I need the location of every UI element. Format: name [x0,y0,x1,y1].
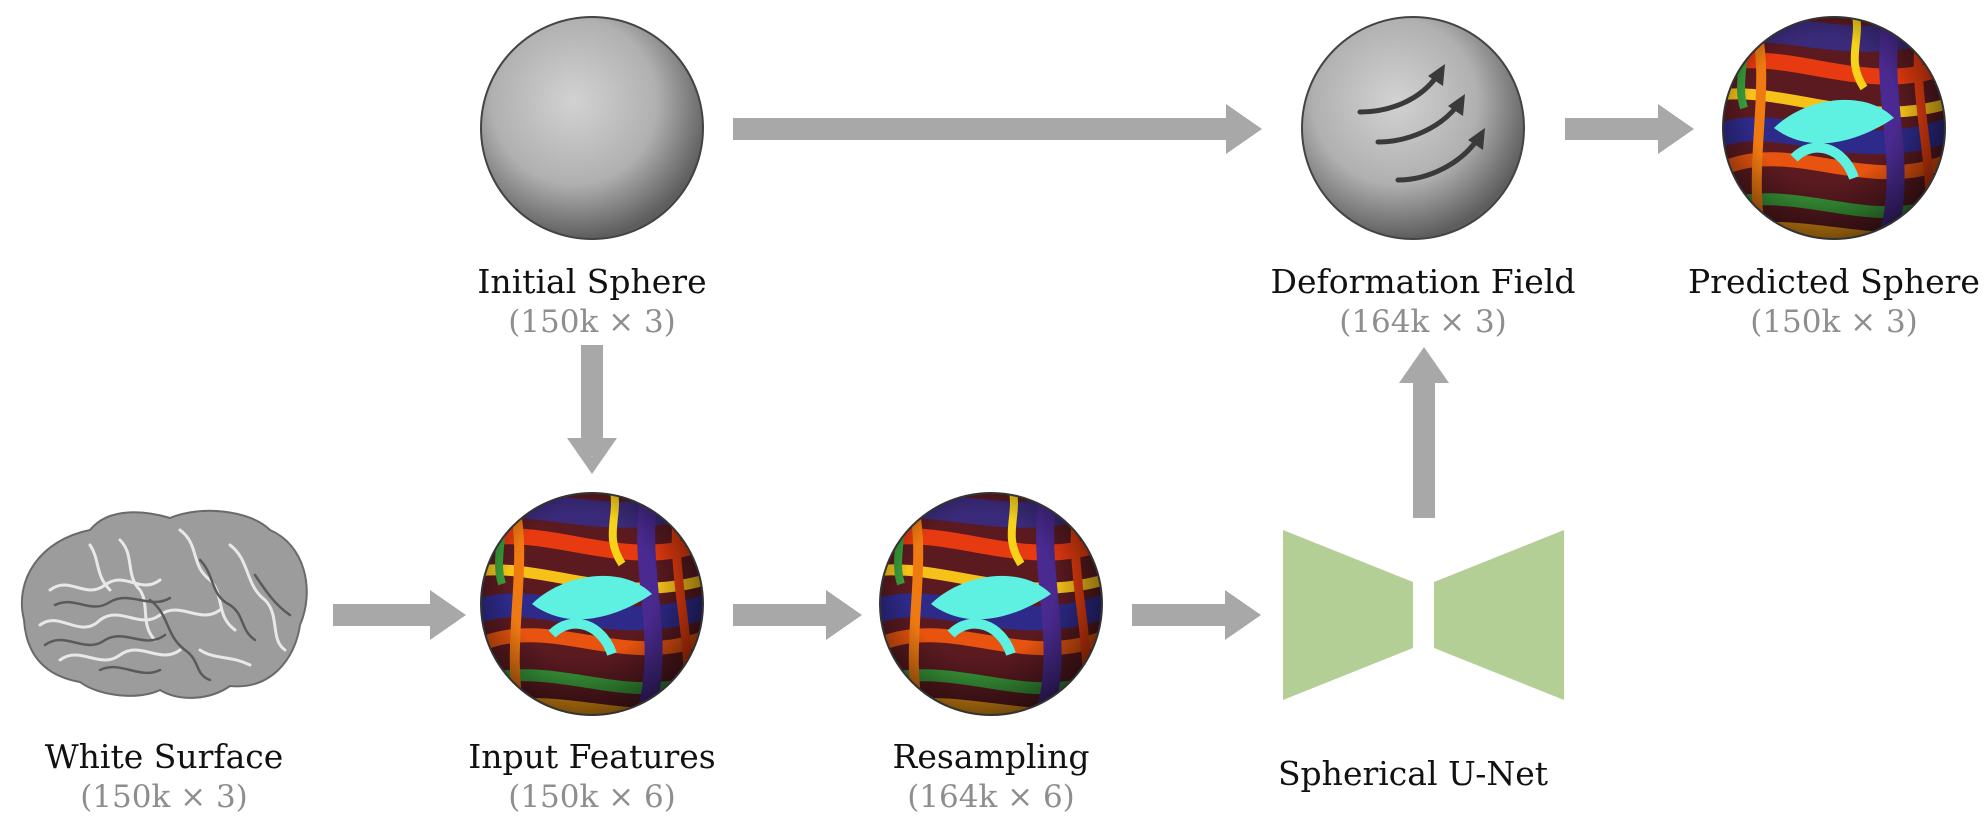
input-features-title: Input Features [468,737,716,776]
predicted-sphere-label: Predicted Sphere (150k × 3) [1688,262,1980,342]
input-features-label: Input Features (150k × 6) [468,737,715,817]
resampling-sphere [879,492,1103,716]
white-surface-brain [20,509,308,699]
initial-sphere-title: Initial Sphere [477,262,707,301]
deformation-field-label: Deformation Field (164k × 3) [1271,262,1576,342]
white-surface-title: White Surface [44,737,284,776]
deformation-field-dims: (164k × 3) [1339,304,1507,340]
white-surface-label: White Surface (150k × 3) [45,737,284,817]
predicted-sphere-title: Predicted Sphere [1688,262,1980,301]
arrow-white-to-input-features [333,590,466,640]
input-features-dims: (150k × 6) [508,779,676,815]
arrow-resampling-to-unet [1132,590,1261,640]
resampling-dims: (164k × 6) [907,779,1075,815]
white-surface-dims: (150k × 3) [80,779,248,815]
spherical-unet-shape [1283,530,1564,700]
spherical-unet-label: Spherical U-Net [1278,754,1548,794]
deformation-field-sphere [1301,16,1525,240]
deformation-arrows-icon [1357,73,1480,183]
spherical-unet-title: Spherical U-Net [1277,754,1549,793]
input-features-sphere [480,492,704,716]
resampling-label: Resampling (164k × 6) [893,737,1090,817]
predicted-sphere-dims: (150k × 3) [1750,304,1918,340]
deformation-field-title: Deformation Field [1270,262,1576,301]
arrow-initial-to-deformation [733,104,1262,154]
resampling-title: Resampling [892,737,1090,776]
arrow-initial-to-input-features [567,345,617,474]
initial-sphere-dims: (150k × 3) [508,304,676,340]
initial-sphere-label: Initial Sphere (150k × 3) [477,262,706,342]
predicted-sphere [1722,16,1946,240]
arrow-input-to-resampling [733,590,862,640]
initial-sphere [480,16,704,240]
arrow-unet-to-deformation [1399,347,1449,518]
arrow-deformation-to-predicted [1565,104,1694,154]
